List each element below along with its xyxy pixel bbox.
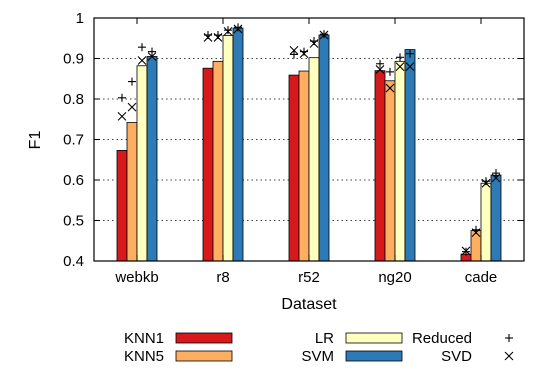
x-tick-label: cade bbox=[465, 269, 498, 286]
bar-knn1-r8 bbox=[202, 67, 214, 262]
legend-label-lr: LR bbox=[315, 330, 334, 347]
marker-svd-r52 bbox=[319, 30, 329, 40]
marker-svd-r52 bbox=[299, 49, 309, 59]
bar-knn1-ng20 bbox=[374, 70, 386, 262]
x-tick-label: r8 bbox=[216, 269, 229, 286]
x-tick-label: ng20 bbox=[378, 269, 411, 286]
marker-svd-ng20 bbox=[385, 83, 395, 93]
bar-lr-webkb bbox=[136, 65, 148, 262]
bar-lr-r52 bbox=[308, 57, 320, 262]
marker-svd-r8 bbox=[233, 24, 243, 34]
marker-svd-webkb bbox=[137, 56, 147, 65]
y-tick-label: 0.4 bbox=[63, 253, 84, 270]
marker-reduced-cade bbox=[492, 169, 500, 178]
marker-svd-cade bbox=[491, 173, 501, 183]
marker-reduced-r8 bbox=[234, 23, 242, 32]
x-axis-title: Dataset bbox=[281, 296, 337, 313]
marker-reduced-webkb bbox=[138, 43, 146, 52]
marker-svd-cade bbox=[471, 228, 481, 238]
marker-svd-r52 bbox=[289, 46, 299, 55]
marker-reduced-ng20 bbox=[386, 67, 394, 76]
y-tick-label: 0.8 bbox=[63, 91, 84, 108]
marker-reduced-ng20 bbox=[406, 49, 414, 58]
x-tick-labels: webkb r8 r52 ng20 cade bbox=[114, 18, 497, 286]
bar-knn5-webkb bbox=[126, 122, 138, 262]
legend-swatch-svm bbox=[345, 350, 403, 362]
x-tick-label: webkb bbox=[114, 269, 158, 286]
marker-reduced-webkb bbox=[148, 47, 156, 56]
marker-svd-webkb bbox=[117, 112, 127, 121]
bars bbox=[116, 27, 502, 262]
y-tick-label: 0.9 bbox=[63, 51, 84, 68]
marker-svd-webkb bbox=[147, 52, 157, 61]
y-tick-labels: 0.4 0.5 0.6 0.7 0.8 0.9 1 bbox=[63, 10, 524, 270]
legend-label-reduced: Reduced bbox=[412, 330, 472, 347]
marker-svd-ng20 bbox=[395, 62, 405, 71]
marker-reduced-r52 bbox=[320, 30, 328, 39]
marker-reduced-ng20 bbox=[376, 59, 384, 68]
bar-knn1-r52 bbox=[288, 74, 300, 262]
bar-knn5-r8 bbox=[212, 60, 224, 262]
legend-swatch-knn5 bbox=[175, 350, 233, 362]
bar-lr-cade bbox=[480, 182, 492, 262]
bar-svm-ng20 bbox=[404, 49, 416, 262]
y-tick-label: 0.7 bbox=[63, 132, 84, 149]
y-tick-label: 0.6 bbox=[63, 172, 84, 189]
marker-svd-r8 bbox=[203, 33, 213, 42]
marker-reduced-webkb bbox=[128, 77, 136, 86]
y-tick-label: 0.5 bbox=[63, 213, 84, 230]
y-axis-title: F1 bbox=[27, 131, 44, 150]
bar-lr-ng20 bbox=[394, 60, 406, 262]
legend-symbol-svd bbox=[504, 351, 514, 361]
marker-svd-cade bbox=[461, 246, 471, 256]
bar-lr-r8 bbox=[222, 35, 234, 262]
legend-swatch-knn1 bbox=[175, 332, 233, 344]
legend-label-svd: SVD bbox=[441, 348, 472, 365]
marker-svd-r8 bbox=[223, 26, 233, 36]
marker-reduced-webkb bbox=[118, 93, 126, 102]
y-tick-label: 1 bbox=[76, 10, 84, 27]
markers bbox=[117, 23, 501, 256]
x-tick-label: r52 bbox=[298, 269, 320, 286]
marker-svd-r8 bbox=[213, 33, 223, 42]
bar-svm-r8 bbox=[232, 27, 244, 262]
bar-svm-webkb bbox=[146, 56, 158, 262]
marker-reduced-cade bbox=[462, 247, 470, 256]
bar-svm-r52 bbox=[318, 34, 330, 262]
marker-svd-r52 bbox=[309, 39, 319, 48]
marker-reduced-r52 bbox=[290, 50, 298, 59]
bar-knn5-cade bbox=[470, 230, 482, 262]
marker-svd-ng20 bbox=[405, 62, 415, 71]
legend-symbol-reduced bbox=[505, 334, 513, 342]
marker-svd-webkb bbox=[127, 102, 137, 112]
marker-svd-cade bbox=[481, 178, 491, 188]
legend-swatch-lr bbox=[345, 332, 403, 344]
legend-label-svm: SVM bbox=[301, 348, 334, 365]
bar-svm-cade bbox=[490, 174, 502, 262]
marker-reduced-r8 bbox=[224, 26, 232, 35]
marker-svd-ng20 bbox=[375, 65, 385, 74]
marker-reduced-ng20 bbox=[396, 53, 404, 62]
bar-knn5-r52 bbox=[298, 70, 310, 262]
bar-knn1-webkb bbox=[116, 150, 128, 262]
legend-label-knn1: KNN1 bbox=[124, 330, 164, 347]
bar-knn5-ng20 bbox=[384, 80, 396, 262]
legend-label-knn5: KNN5 bbox=[124, 348, 164, 365]
